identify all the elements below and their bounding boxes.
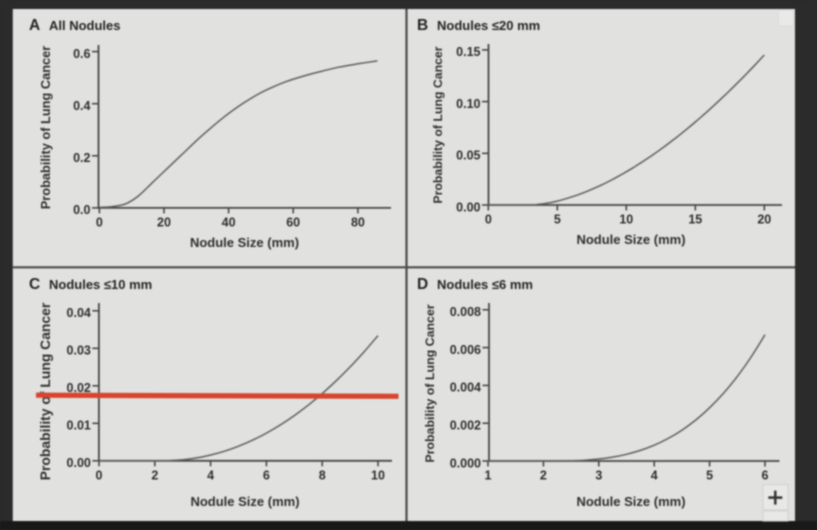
svg-text:0.04: 0.04 <box>67 306 91 320</box>
svg-text:0: 0 <box>96 468 103 482</box>
svg-text:6: 6 <box>263 468 270 482</box>
svg-text:0.01: 0.01 <box>67 419 91 433</box>
svg-text:0.4: 0.4 <box>73 99 90 113</box>
svg-text:40: 40 <box>222 215 236 229</box>
svg-text:Nodule Size (mm): Nodule Size (mm) <box>190 235 299 250</box>
svg-text:0.000: 0.000 <box>450 456 481 470</box>
svg-text:8: 8 <box>319 468 326 482</box>
svg-text:5: 5 <box>706 469 713 483</box>
svg-text:0.6: 0.6 <box>73 47 90 61</box>
svg-text:0: 0 <box>485 213 492 227</box>
svg-text:20: 20 <box>757 213 771 227</box>
svg-text:Probability of Lung Cancer: Probability of Lung Cancer <box>431 46 445 203</box>
svg-text:Probability of Lung Cancer: Probability of Lung Cancer <box>38 46 53 210</box>
svg-text:B: B <box>417 17 428 34</box>
svg-text:6: 6 <box>762 469 769 483</box>
svg-text:2: 2 <box>151 468 158 482</box>
svg-text:2: 2 <box>540 469 547 483</box>
svg-text:0.004: 0.004 <box>450 381 481 395</box>
svg-text:D: D <box>417 276 428 293</box>
svg-text:Nodules ≤20 mm: Nodules ≤20 mm <box>437 18 540 33</box>
svg-text:0.15: 0.15 <box>456 45 480 59</box>
svg-text:A: A <box>29 17 40 34</box>
svg-text:60: 60 <box>286 215 300 229</box>
svg-text:Nodule Size (mm): Nodule Size (mm) <box>576 232 685 247</box>
svg-text:80: 80 <box>351 215 365 229</box>
svg-text:All Nodules: All Nodules <box>49 18 121 33</box>
svg-text:15: 15 <box>688 213 702 227</box>
svg-text:0.00: 0.00 <box>456 200 480 214</box>
svg-text:0.002: 0.002 <box>450 419 481 433</box>
svg-text:Probability of Lung Cancer: Probability of Lung Cancer <box>423 304 437 463</box>
svg-text:0.02: 0.02 <box>67 381 91 395</box>
svg-text:0.0: 0.0 <box>73 203 90 217</box>
svg-text:0.2: 0.2 <box>73 151 90 165</box>
svg-text:3: 3 <box>595 469 602 483</box>
svg-text:Nodules ≤6 mm: Nodules ≤6 mm <box>437 277 533 292</box>
svg-text:Nodules ≤10 mm: Nodules ≤10 mm <box>49 277 152 292</box>
svg-text:10: 10 <box>619 213 633 227</box>
svg-text:Nodule Size (mm): Nodule Size (mm) <box>576 494 685 509</box>
svg-text:0.008: 0.008 <box>450 305 481 319</box>
svg-text:4: 4 <box>207 468 214 482</box>
svg-text:0.05: 0.05 <box>456 149 480 163</box>
svg-text:0.006: 0.006 <box>450 343 481 357</box>
svg-text:0.03: 0.03 <box>67 344 91 358</box>
svg-text:5: 5 <box>554 213 561 227</box>
svg-text:0.00: 0.00 <box>67 456 91 470</box>
svg-text:10: 10 <box>371 468 385 482</box>
svg-text:Nodule Size (mm): Nodule Size (mm) <box>190 494 299 509</box>
svg-text:20: 20 <box>157 215 171 229</box>
svg-text:1: 1 <box>485 469 492 483</box>
svg-text:0: 0 <box>96 215 103 229</box>
svg-text:C: C <box>29 276 40 293</box>
svg-text:0.10: 0.10 <box>456 97 480 111</box>
svg-text:4: 4 <box>651 469 658 483</box>
svg-text:Probability of Lung Cancer: Probability of Lung Cancer <box>37 302 53 480</box>
